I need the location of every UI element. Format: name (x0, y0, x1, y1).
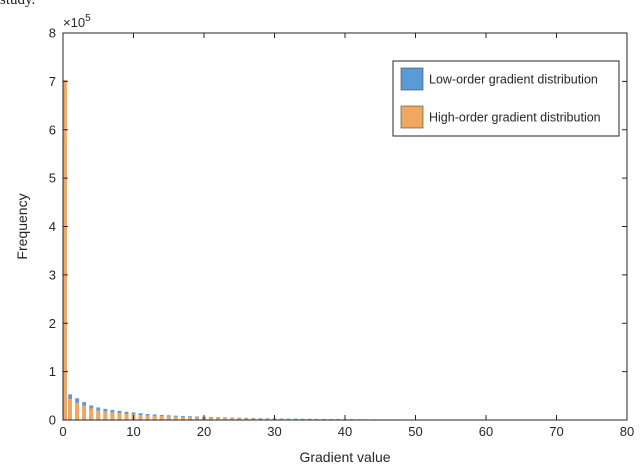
high-order-bar (223, 418, 228, 420)
high-order-bar (180, 416, 185, 420)
high-order-bar (152, 415, 157, 420)
y-tick-label: 0 (49, 413, 56, 428)
high-order-bar (68, 398, 72, 420)
y-tick-label: 6 (49, 122, 56, 137)
high-order-bar (173, 416, 178, 420)
x-tick-label: 80 (620, 424, 634, 439)
x-tick-label: 20 (197, 424, 211, 439)
high-order-bar (209, 417, 213, 420)
high-order-bar (258, 418, 263, 420)
y-tick-label: 5 (49, 171, 56, 186)
high-order-bar (117, 412, 122, 420)
y-axis-ticks: 0 1 2 3 4 5 6 7 8 (49, 26, 627, 428)
high-order-bar (75, 402, 80, 420)
high-order-bar (187, 417, 192, 420)
y-tick-label: 3 (49, 267, 56, 282)
y-exponent-power: 5 (85, 13, 91, 24)
legend-label: Low-order gradient distribution (429, 73, 598, 87)
high-order-bar (195, 417, 199, 420)
y-exponent-base: ×10 (63, 15, 85, 30)
high-order-bar (82, 405, 87, 420)
legend: Low-order gradient distribution High-orde… (392, 60, 620, 137)
legend-label: High-order gradient distribution (429, 111, 601, 125)
high-order-bar (216, 417, 221, 420)
high-order-bar (110, 412, 115, 420)
high-order-bar (63, 79, 67, 421)
y-tick-label: 1 (49, 364, 56, 379)
x-axis-ticks: 0 10 20 30 40 50 60 70 80 (59, 33, 634, 439)
high-order-bar (159, 416, 164, 420)
x-tick-label: 40 (338, 424, 352, 439)
y-tick-label: 7 (49, 74, 56, 89)
high-order-bar (145, 415, 150, 420)
high-order-bar (279, 418, 284, 420)
x-axis-label: Gradient value (299, 449, 390, 465)
x-tick-label: 60 (479, 424, 493, 439)
x-tick-label: 30 (267, 424, 281, 439)
x-tick-label: 10 (126, 424, 140, 439)
x-tick-label: 50 (408, 424, 422, 439)
high-order-bar (89, 408, 94, 420)
high-order-bar (166, 416, 171, 420)
high-order-bar (251, 418, 256, 420)
y-tick-label: 2 (49, 316, 56, 331)
low-order-bars (63, 146, 503, 421)
high-order-bar (230, 418, 235, 420)
caption-fragment: study. (0, 0, 36, 8)
y-axis-exponent: ×105 (63, 13, 91, 30)
x-tick-label: 70 (549, 424, 563, 439)
legend-box (392, 60, 620, 137)
legend-swatch (400, 105, 424, 129)
high-order-bar (138, 414, 143, 420)
high-order-bar (265, 418, 270, 420)
high-order-bar (244, 418, 249, 420)
high-order-bar (286, 418, 291, 420)
x-tick-label: 0 (59, 424, 66, 439)
y-tick-label: 8 (49, 26, 56, 41)
high-order-bar (103, 411, 108, 420)
y-tick-label: 4 (49, 219, 56, 234)
y-axis-label: Frequency (14, 193, 30, 259)
high-order-bar (96, 410, 101, 420)
legend-swatch (400, 67, 424, 91)
high-order-bar (124, 413, 129, 420)
high-order-bar (237, 418, 242, 420)
